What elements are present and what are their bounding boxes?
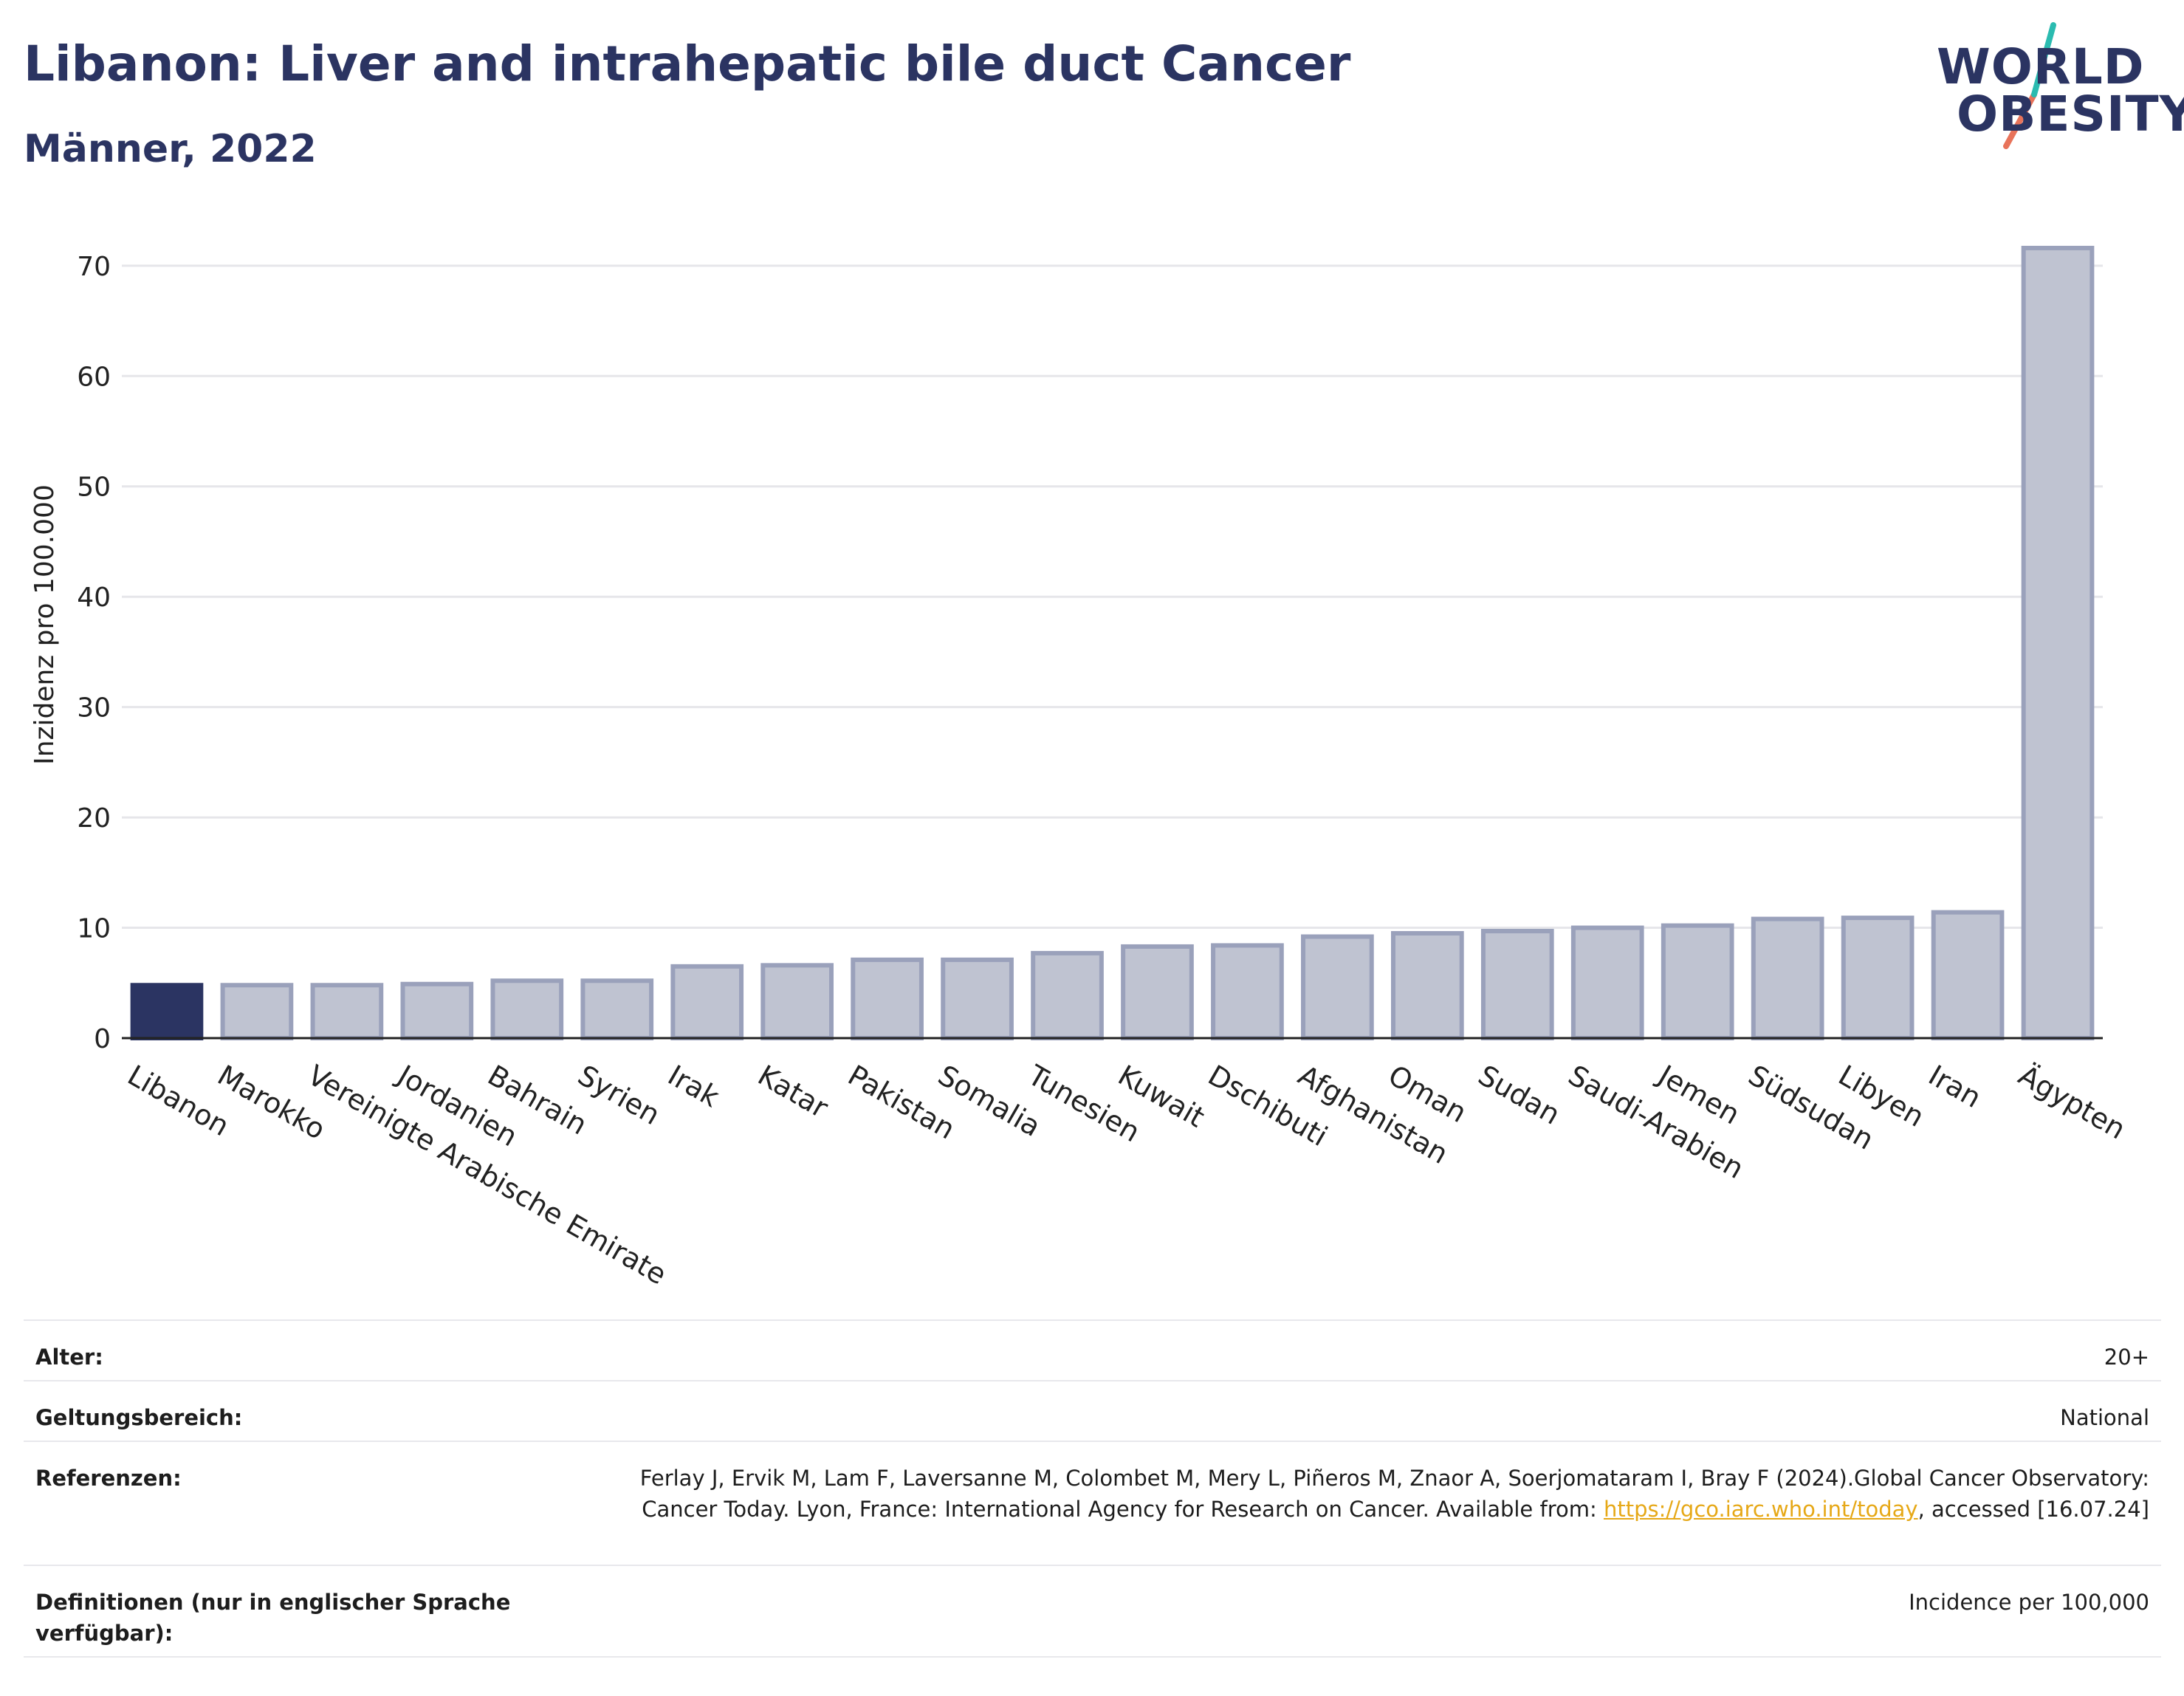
bar-pakistan[interactable] xyxy=(851,957,924,1040)
x-tick-label: Libanon xyxy=(122,1059,234,1142)
y-tick-label: 50 xyxy=(77,473,111,503)
y-tick-label: 40 xyxy=(77,583,111,613)
meta-row-references: Referenzen: Ferlay J, Ervik M, Lam F, La… xyxy=(24,1441,2161,1565)
bar-marokko[interactable] xyxy=(220,983,294,1041)
y-tick-label: 10 xyxy=(77,914,111,944)
bar-jemen[interactable] xyxy=(1661,923,1734,1041)
references-accessed: , accessed [16.07.24] xyxy=(1917,1497,2149,1522)
bar-afghanistan[interactable] xyxy=(1301,934,1374,1041)
chart-title: Libanon: Liver and intrahepatic bile duc… xyxy=(24,35,1351,92)
bar-vereinigte-arabische-emirate[interactable] xyxy=(310,983,384,1041)
references-label: Referenzen: xyxy=(35,1466,182,1491)
y-tick-label: 30 xyxy=(77,693,111,724)
references-text: Ferlay J, Ervik M, Lam F, Laversanne M, … xyxy=(639,1466,2149,1522)
x-tick-label: Katar xyxy=(752,1059,834,1125)
y-tick-label: 0 xyxy=(94,1024,111,1054)
bar-sudan[interactable] xyxy=(1480,929,1554,1040)
bar-libanon[interactable] xyxy=(130,983,204,1041)
logo-word-world: WORLD xyxy=(1937,38,2145,95)
y-tick-label: 20 xyxy=(77,803,111,834)
chart-subtitle: Männer, 2022 xyxy=(24,127,317,171)
bar-syrien[interactable] xyxy=(580,978,654,1040)
bar-kuwait[interactable] xyxy=(1121,944,1194,1041)
bar-chart: 0 10 20 30 40 50 60 70 Inzidenz pro 100.000 Lib… xyxy=(30,245,2131,1291)
logo-word-obesity: OBESITY xyxy=(1957,86,2184,143)
age-value: 20+ xyxy=(2104,1345,2149,1370)
bar-katar[interactable] xyxy=(760,963,834,1041)
y-axis-label: Inzidenz pro 100.000 xyxy=(30,484,60,765)
bar-südsudan[interactable] xyxy=(1751,916,1824,1041)
meta-row-age: Alter: 20+ xyxy=(24,1319,2161,1380)
bar-iran[interactable] xyxy=(1931,910,2005,1040)
bar-tunesien[interactable] xyxy=(1031,950,1104,1040)
meta-row-scope: Geltungsbereich: National xyxy=(24,1380,2161,1441)
references-value: Ferlay J, Ervik M, Lam F, Laversanne M, … xyxy=(599,1463,2149,1525)
meta-row-definitions: Definitionen (nur in englischer Sprache … xyxy=(24,1565,2161,1658)
scope-label: Geltungsbereich: xyxy=(35,1405,243,1430)
y-tick-label: 60 xyxy=(77,362,111,392)
y-tick-labels: 0 10 20 30 40 50 60 70 xyxy=(77,252,111,1054)
bar-saudi-arabien[interactable] xyxy=(1570,925,1644,1041)
bar-libyen[interactable] xyxy=(1841,916,1915,1041)
x-tick-label: Ägypten xyxy=(2013,1059,2132,1146)
age-label: Alter: xyxy=(35,1345,103,1370)
references-link[interactable]: https://gco.iarc.who.int/today xyxy=(1603,1497,1918,1522)
x-tick-label: Sudan xyxy=(1473,1059,1566,1131)
bar-jordanien[interactable] xyxy=(400,981,474,1040)
definitions-value: Incidence per 100,000 xyxy=(1909,1590,2149,1615)
bar-ägypten[interactable] xyxy=(2021,245,2095,1040)
definitions-label: Definitionen (nur in englischer Sprache … xyxy=(35,1590,511,1646)
bar-somalia[interactable] xyxy=(941,957,1014,1040)
bar-irak[interactable] xyxy=(670,964,744,1041)
world-obesity-logo: WORLD OBESITY xyxy=(1923,21,2184,154)
bar-dschibuti[interactable] xyxy=(1211,943,1284,1041)
bar-oman[interactable] xyxy=(1390,931,1464,1040)
x-tick-label: Iran xyxy=(1923,1059,1987,1114)
bar-bahrain[interactable] xyxy=(490,978,564,1040)
logo-slash-icon xyxy=(2003,22,2056,149)
scope-value: National xyxy=(2060,1405,2149,1430)
bars xyxy=(130,245,2095,1041)
metadata-table: Alter: 20+ Geltungsbereich: National Ref… xyxy=(24,1319,2161,1658)
gridlines xyxy=(122,264,2103,930)
y-tick-label: 70 xyxy=(77,252,111,282)
x-tick-label: Irak xyxy=(662,1059,724,1113)
